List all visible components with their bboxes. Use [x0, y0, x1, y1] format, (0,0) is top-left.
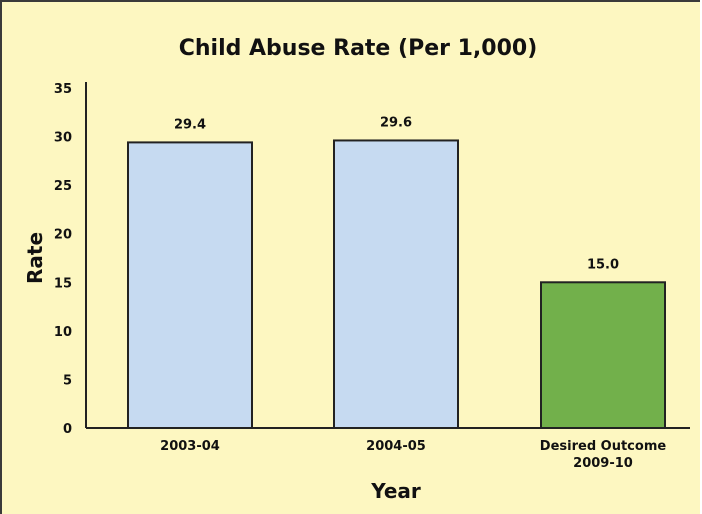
x-category-label: 2004-05 [366, 439, 426, 454]
bar [540, 281, 666, 429]
plot-area: 0 5 10 15 20 25 30 35 29.4 2003-04 29.6 2004-05 15.0… [54, 82, 690, 471]
x-axis-title: Year [370, 479, 421, 503]
chart-title: Child Abuse Rate (Per 1,000) [179, 36, 538, 61]
y-tick-label: 25 [54, 179, 72, 194]
bar [333, 139, 459, 429]
bar-value-label: 15.0 [587, 257, 619, 272]
y-tick-label: 15 [54, 276, 72, 291]
y-tick-label: 35 [54, 82, 72, 97]
y-tick-label: 20 [54, 228, 72, 243]
bar-value-label: 29.6 [380, 115, 412, 130]
y-tick-label: 30 [54, 131, 72, 146]
y-tick-label: 5 [63, 373, 72, 388]
x-category-label: 2003-04 [160, 439, 220, 454]
y-axis-title: Rate [23, 232, 47, 284]
x-category-label: Desired Outcome 2009-10 [540, 439, 667, 471]
bar-value-label: 29.4 [174, 117, 206, 132]
bar [127, 141, 253, 429]
y-tick-label: 0 [63, 422, 72, 437]
y-tick-label: 10 [54, 325, 72, 340]
